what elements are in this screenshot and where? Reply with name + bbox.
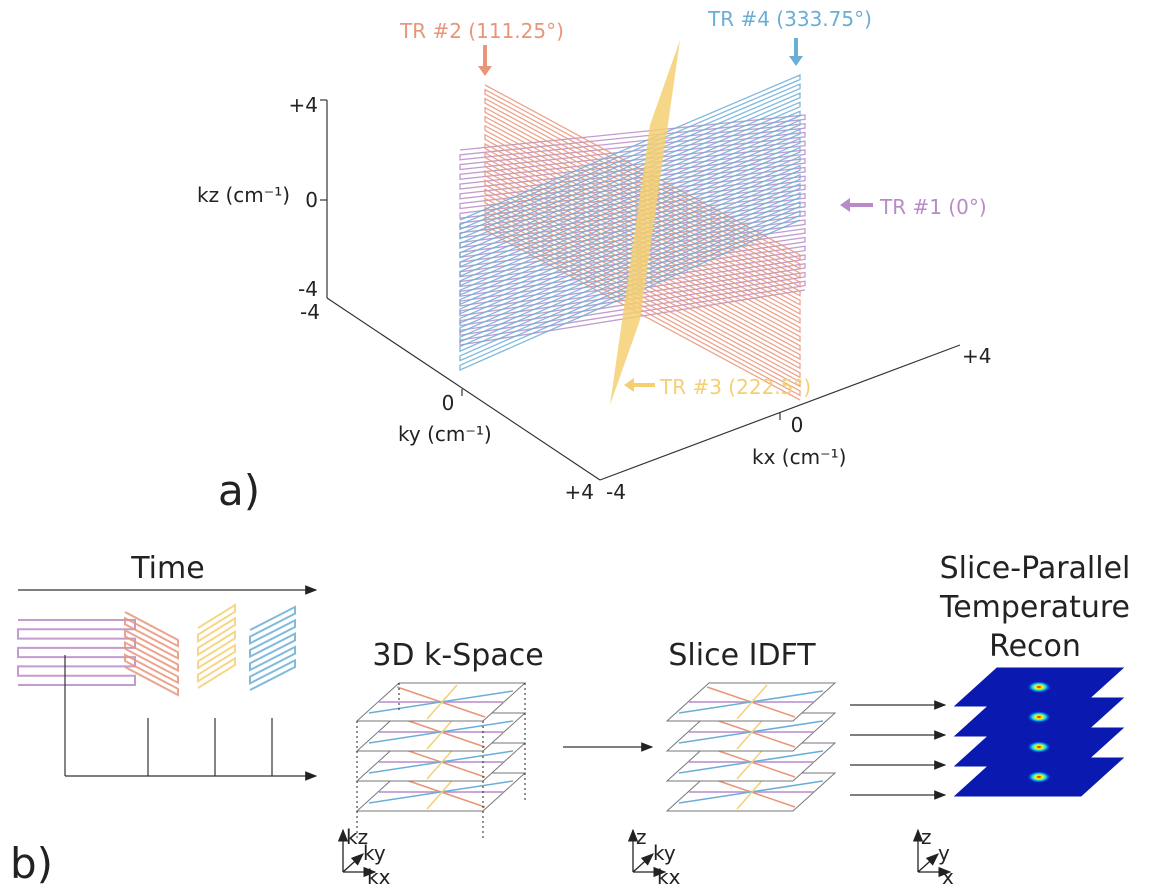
kz-label: kz (cm⁻¹) [197,183,290,207]
axis-arrow [343,854,363,872]
trajectory [125,612,178,695]
time-label: Time [130,551,204,586]
axis-name: kx [657,865,681,886]
trajectory [250,607,295,690]
axis-name: z [636,825,647,849]
recon-title: Temperature [939,590,1130,625]
tr-label: TR #1 (0°) [879,195,987,219]
hotspot [1027,741,1051,753]
tr-label: TR #3 (222.5°) [659,375,811,399]
tr-label: TR #4 (333.75°) [707,7,872,31]
panel-label: a) [218,466,260,515]
hotspot [1027,771,1051,783]
kz-tick: -4 [298,277,318,301]
kx-label: kx (cm⁻¹) [752,445,846,469]
axis-name: y [938,841,950,865]
ky-tick: 0 [442,391,455,415]
kz-tick: +4 [289,93,318,117]
axis-arrow [918,854,938,872]
kx-tick: +4 [962,344,991,368]
axis-name: z [921,825,932,849]
step-label: 3D k-Space [372,638,543,673]
step-label: Slice IDFT [668,638,816,673]
axis-name: kx [367,865,391,886]
recon-title: Slice-Parallel [940,551,1131,586]
axis-name: ky [363,841,386,865]
panel-label: b) [10,839,53,886]
ky-tick: -4 [300,300,320,324]
kx-tick: 0 [791,413,804,437]
ky-tick: +4 [565,480,594,504]
kx-tick: -4 [606,480,626,504]
tr-label: TR #2 (111.25°) [399,19,564,43]
trajectory [18,620,135,685]
axis-name: ky [653,841,676,865]
stacks [357,668,1123,841]
axis-arrow [633,854,653,872]
hotspot [1027,711,1051,723]
figure: +4 0 -4 kz (cm⁻¹) -4 0 +4 ky (cm⁻¹) -4 0… [0,0,1149,886]
hotspot [1027,681,1051,693]
ky-label: ky (cm⁻¹) [398,422,492,446]
kz-tick: 0 [305,188,318,212]
k-space-planes [18,40,805,695]
trajectory [198,605,235,688]
axis-name: x [942,865,954,886]
recon-title: Recon [989,629,1081,664]
